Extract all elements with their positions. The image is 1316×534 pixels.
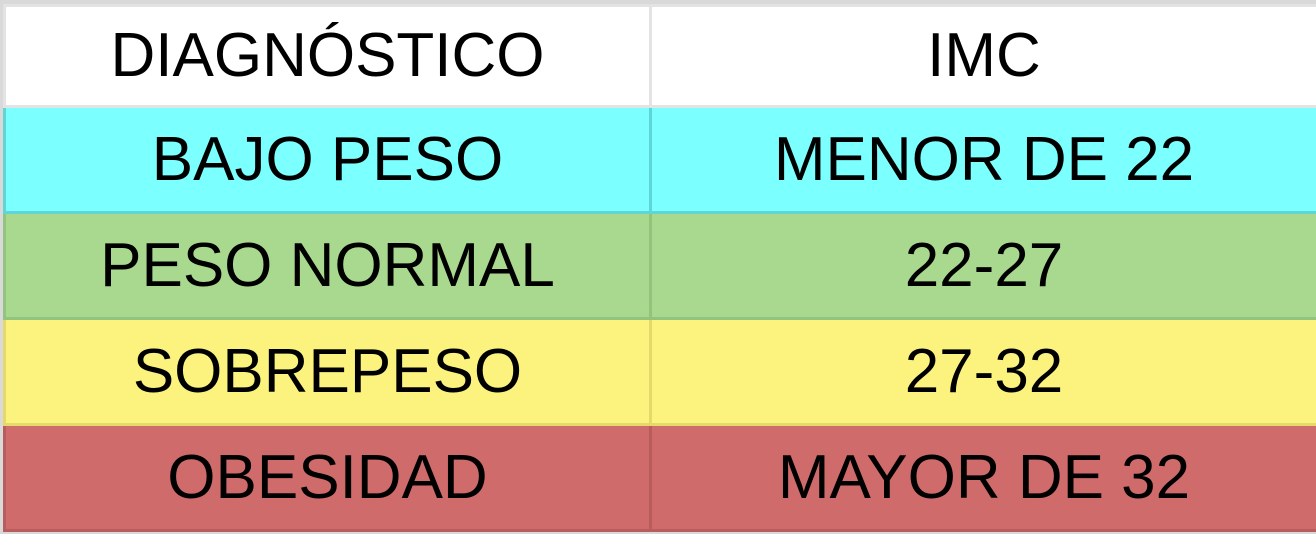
cell-imc: 22-27 [649, 211, 1316, 320]
cell-imc: MENOR DE 22 [649, 105, 1316, 214]
table-row: PESO NORMAL 22-27 [3, 211, 1316, 320]
cell-diagnostico: SOBREPESO [3, 317, 652, 426]
cell-diagnostico: PESO NORMAL [3, 211, 652, 320]
imc-table: DIAGNÓSTICO IMC BAJO PESO MENOR DE 22 PE… [3, 4, 1316, 532]
cell-diagnostico: OBESIDAD [3, 423, 652, 532]
cell-imc: 27-32 [649, 317, 1316, 426]
cell-diagnostico: BAJO PESO [3, 105, 652, 214]
table-row: BAJO PESO MENOR DE 22 [3, 105, 1316, 214]
cell-imc: MAYOR DE 32 [649, 423, 1316, 532]
table-row: OBESIDAD MAYOR DE 32 [3, 423, 1316, 532]
table-row: SOBREPESO 27-32 [3, 317, 1316, 426]
table-header-row: DIAGNÓSTICO IMC [3, 4, 1316, 108]
header-diagnostico: DIAGNÓSTICO [3, 4, 652, 108]
header-imc: IMC [649, 4, 1316, 108]
